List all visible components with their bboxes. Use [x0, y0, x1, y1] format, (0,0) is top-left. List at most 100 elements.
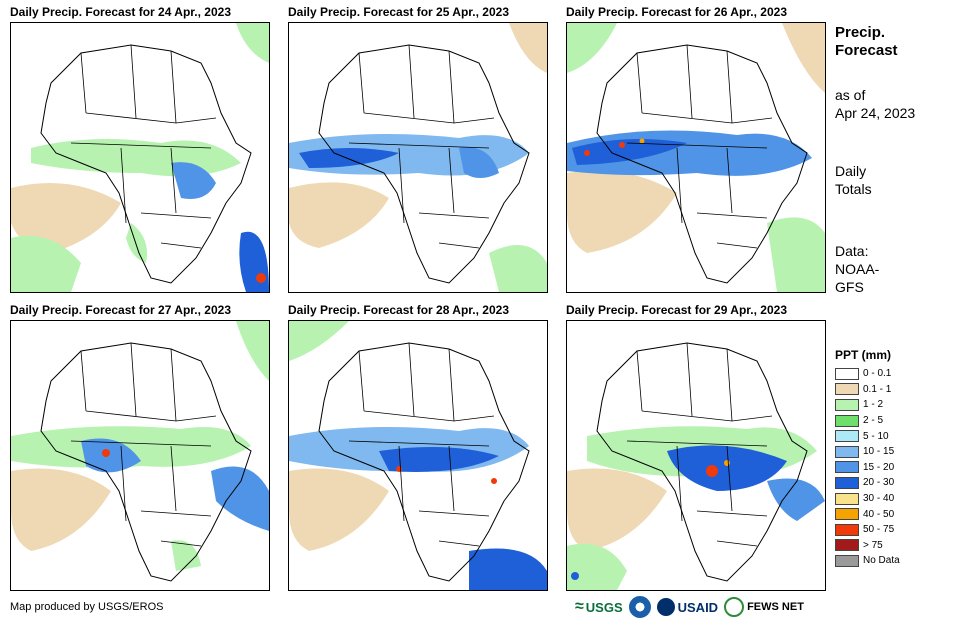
legend-rows: 0 - 0.1 0.1 - 1 1 - 2 2 - 5 5 - 10 10 - 15 15 … [835, 366, 955, 569]
legend-item: 1 - 2 [835, 397, 955, 413]
legend-item: 15 - 20 [835, 460, 955, 476]
legend-swatch [835, 461, 859, 474]
legend-label: 15 - 20 [863, 461, 895, 473]
legend-label: 0.1 - 1 [863, 383, 892, 395]
noaa-logo-icon [628, 596, 651, 618]
country-borders [70, 342, 217, 547]
precip-overlay [567, 23, 825, 292]
data-source-line2: NOAA- [835, 261, 880, 277]
agency-logos: ≈ USGS USAID FEWS NET [575, 596, 804, 618]
ppt-legend: PPT (mm) 0 - 0.1 0.1 - 1 1 - 2 2 - 5 5 - 10 1… [835, 348, 955, 569]
panel-title: Daily Precip. Forecast for 26 Apr., 2023 [566, 5, 787, 19]
fewsnet-logo: FEWS NET [724, 597, 804, 617]
as-of-label: as of [835, 87, 866, 103]
legend-item: No Data [835, 553, 955, 569]
legend-label: 40 - 50 [863, 508, 895, 520]
country-borders [626, 342, 773, 547]
legend-label: 30 - 40 [863, 493, 895, 505]
legend-label: 10 - 15 [863, 446, 895, 458]
sidebar-title-line2: Forecast [835, 42, 898, 59]
africa-outline [318, 44, 530, 284]
legend-item: 0.1 - 1 [835, 382, 955, 398]
usgs-wave-icon: ≈ [575, 598, 584, 615]
legend-label: 50 - 75 [863, 524, 895, 536]
data-source: Data: NOAA- GFS [835, 242, 879, 296]
forecast-panel-27apr: Daily Precip. Forecast for 27 Apr., 2023 [10, 302, 270, 592]
legend-label: 20 - 30 [863, 477, 895, 489]
legend-label: No Data [863, 555, 900, 567]
precip-overlay [289, 321, 547, 590]
legend-swatch [835, 508, 859, 521]
legend-swatch [835, 554, 859, 567]
precip-overlay [289, 23, 547, 292]
legend-swatch [835, 445, 859, 458]
precip-overlay [567, 426, 825, 590]
panel-title: Daily Precip. Forecast for 27 Apr., 2023 [10, 303, 231, 317]
legend-swatch [835, 398, 859, 411]
africa-outline [318, 342, 530, 582]
legend-label: 2 - 5 [863, 415, 884, 427]
country-borders [70, 44, 217, 249]
legend-item: 20 - 30 [835, 475, 955, 491]
panel-title: Daily Precip. Forecast for 25 Apr., 2023 [288, 5, 509, 19]
precip-map [566, 22, 826, 293]
data-source-line1: Data: [835, 243, 869, 259]
country-borders [348, 342, 495, 547]
usaid-logo-text: USAID [677, 599, 719, 615]
legend-item: 10 - 15 [835, 444, 955, 460]
precip-map [10, 320, 270, 591]
usaid-logo: USAID [656, 598, 719, 616]
legend-label: 1 - 2 [863, 399, 884, 411]
legend-swatch [835, 367, 859, 380]
precip-overlay [11, 23, 269, 292]
africa-outline [596, 342, 808, 582]
legend-label: > 75 [863, 539, 883, 551]
legend-item: 5 - 10 [835, 428, 955, 444]
legend-item: 40 - 50 [835, 506, 955, 522]
sidebar-title: Precip. Forecast [835, 24, 898, 60]
precip-map [288, 22, 548, 293]
country-borders [626, 44, 773, 249]
legend-swatch [835, 523, 859, 536]
totals-line1: Daily [835, 163, 867, 179]
data-source-line3: GFS [835, 279, 864, 295]
legend-swatch [835, 476, 859, 489]
precip-map [10, 22, 270, 293]
map-credit: Map produced by USGS/EROS [10, 601, 164, 613]
forecast-panel-28apr: Daily Precip. Forecast for 28 Apr., 2023 [288, 302, 548, 592]
legend-item: > 75 [835, 538, 955, 554]
usaid-seal-icon [656, 598, 675, 616]
legend-swatch [835, 414, 859, 427]
totals-note: Daily Totals [835, 162, 872, 198]
panel-title: Daily Precip. Forecast for 28 Apr., 2023 [288, 303, 509, 317]
panel-title: Daily Precip. Forecast for 29 Apr., 2023 [566, 303, 787, 317]
usgs-logo-text: USGS [585, 599, 623, 615]
legend-item: 2 - 5 [835, 413, 955, 429]
legend-label: 5 - 10 [863, 430, 889, 442]
legend-swatch [835, 430, 859, 443]
legend-swatch [835, 492, 859, 505]
as-of-date: as of Apr 24, 2023 [835, 86, 915, 122]
precip-overlay [11, 321, 269, 571]
fewsnet-globe-icon [724, 597, 745, 617]
legend-item: 30 - 40 [835, 491, 955, 507]
forecast-panel-29apr: Daily Precip. Forecast for 29 Apr., 2023 [566, 302, 826, 592]
usgs-logo: ≈ USGS [575, 598, 623, 616]
legend-label: 0 - 0.1 [863, 368, 892, 380]
fewsnet-logo-text: FEWS NET [747, 601, 804, 613]
africa-outline [596, 44, 808, 284]
as-of-value: Apr 24, 2023 [835, 105, 916, 121]
precip-map [566, 320, 826, 591]
country-borders [348, 44, 495, 249]
sidebar-title-line1: Precip. [835, 24, 886, 41]
legend-swatch [835, 539, 859, 552]
forecast-panel-26apr: Daily Precip. Forecast for 26 Apr., 2023 [566, 4, 826, 294]
panel-title: Daily Precip. Forecast for 24 Apr., 2023 [10, 5, 231, 19]
legend-title: PPT (mm) [835, 348, 892, 362]
forecast-panel-25apr: Daily Precip. Forecast for 25 Apr., 2023 [288, 4, 548, 294]
totals-line2: Totals [835, 181, 872, 197]
africa-outline [40, 44, 252, 284]
precip-map [288, 320, 548, 591]
legend-item: 50 - 75 [835, 522, 955, 538]
forecast-panel-24apr: Daily Precip. Forecast for 24 Apr., 2023 [10, 4, 270, 294]
